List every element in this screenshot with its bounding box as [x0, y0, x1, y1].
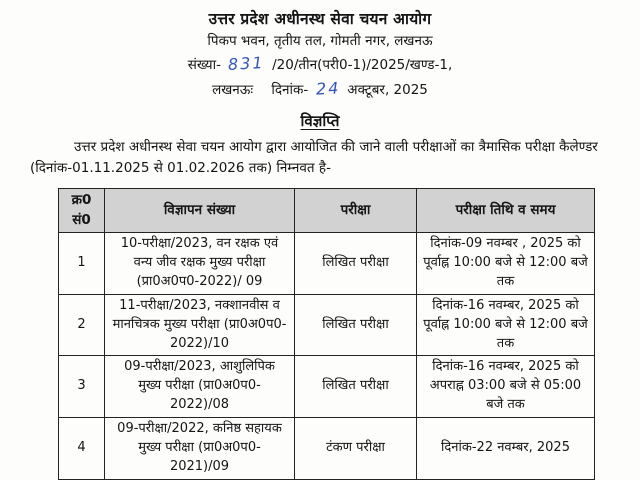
- exam-type-cell: लिखित परीक्षा: [294, 293, 417, 357]
- exam-type-cell: लिखित परीक्षा: [294, 232, 417, 295]
- date-label: दिनांक-: [271, 81, 309, 98]
- table-row: 3 09-परीक्षा/2023, आशुलिपिक मुख्य परीक्ष…: [58, 355, 595, 418]
- exam-datetime-cell: दिनांक-16 नवम्बर, 2025 को पूर्वाह्न 10:0…: [416, 293, 595, 357]
- place-date-line: लखनऊः दिनांक- 24 अक्टूबर, 2025: [0, 78, 640, 100]
- ref-prefix: संख्या-: [187, 57, 221, 74]
- letterhead: उत्तर प्रदेश अधीनस्थ सेवा चयन आयोग पिकप …: [0, 0, 640, 99]
- col-header-exam: परीक्षा: [294, 188, 417, 234]
- exam-datetime-cell: दिनांक-09 नवम्बर , 2025 को पूर्वाह्न 10:…: [416, 232, 595, 295]
- exam-type-cell: टंकण परीक्षा: [294, 416, 417, 480]
- notification-cell: 09-परीक्षा/2022, कनिष्ठ सहायक मुख्य परीक…: [104, 416, 295, 480]
- notification-cell: 10-परीक्षा/2023, वन रक्षक एवं वन्य जीव र…: [104, 232, 295, 295]
- date-suffix: अक्टूबर, 2025: [347, 81, 428, 98]
- table-row: 4 09-परीक्षा/2022, कनिष्ठ सहायक मुख्य पर…: [58, 416, 595, 480]
- serial-number-cell: 3: [58, 355, 105, 418]
- serial-number-cell: 1: [58, 232, 105, 295]
- handwritten-date: 24: [315, 78, 341, 99]
- exam-datetime-cell: दिनांक-22 नवम्बर, 2025: [416, 416, 595, 480]
- serial-number-cell: 4: [58, 416, 105, 480]
- serial-number-cell: 2: [58, 293, 105, 357]
- exam-schedule-table: क्र0 सं0 विज्ञापन संख्या परीक्षा परीक्षा…: [58, 188, 595, 480]
- col-header-notification: विज्ञापन संख्या: [104, 188, 295, 234]
- ref-suffix: /20/तीन(परी0-1)/2025/खण्ड-1,: [272, 57, 453, 74]
- reference-number-line: संख्या- 831 /20/तीन(परी0-1)/2025/खण्ड-1,: [0, 53, 640, 75]
- org-address: पिकप भवन, तृतीय तल, गोमती नगर, लखनऊ: [207, 33, 433, 49]
- col-header-datetime: परीक्षा तिथि व समय: [416, 188, 595, 234]
- table-row: 2 11-परीक्षा/2023, नक्शानवीस व मानचित्रक…: [58, 293, 595, 357]
- org-name: उत्तर प्रदेश अधीनस्थ सेवा चयन आयोग: [208, 10, 432, 28]
- notice-intro-paragraph: उत्तर प्रदेश अधीनस्थ सेवा चयन आयोग द्वार…: [30, 139, 598, 177]
- notification-cell: 11-परीक्षा/2023, नक्शानवीस व मानचित्रक म…: [104, 293, 295, 357]
- notice-title: विज्ञप्ति: [300, 112, 340, 131]
- exam-type-cell: लिखित परीक्षा: [294, 355, 417, 418]
- handwritten-ref-number: 831: [227, 53, 266, 75]
- table-row: 1 10-परीक्षा/2023, वन रक्षक एवं वन्य जीव…: [58, 232, 595, 295]
- notification-cell: 09-परीक्षा/2023, आशुलिपिक मुख्य परीक्षा …: [104, 355, 295, 418]
- exam-datetime-cell: दिनांक-16 नवम्बर, 2025 को अपराह्न 03:00 …: [416, 355, 595, 418]
- col-header-serial: क्र0 सं0: [58, 188, 105, 234]
- place-label: लखनऊः: [212, 81, 254, 98]
- table-header-row: क्र0 सं0 विज्ञापन संख्या परीक्षा परीक्षा…: [58, 188, 595, 234]
